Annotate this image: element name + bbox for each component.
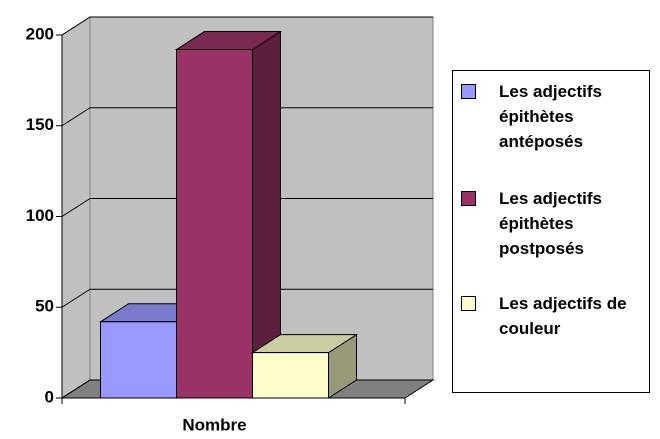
grid-line [61, 198, 91, 217]
legend-item: Les adjectifs épithètes postposés [461, 186, 643, 261]
bar [252, 352, 329, 399]
y-tick-label: 150 [26, 115, 54, 134]
bar [100, 321, 177, 399]
x-tick-label: Nombre [182, 415, 246, 434]
y-tick-label: 50 [35, 297, 54, 316]
legend-item: Les adjectifs épithètes antéposés [461, 79, 643, 154]
bar [176, 49, 253, 399]
legend: Les adjectifs épithètes antéposés Les adj… [452, 70, 650, 393]
legend-label: Les adjectifs épithètes antéposés [499, 82, 602, 151]
legend-swatch [461, 191, 476, 206]
grid-line [61, 379, 91, 399]
legend-label: Les adjectifs de couleur [499, 294, 627, 338]
grid-line [61, 288, 91, 308]
legend-swatch [461, 296, 476, 311]
grid-line [61, 16, 91, 36]
legend-item: Les adjectifs de couleur [461, 291, 643, 341]
y-tick-label: 0 [45, 387, 54, 406]
legend-swatch [461, 84, 476, 99]
legend-label: Les adjectifs épithètes postposés [499, 189, 602, 258]
y-tick-label: 200 [26, 24, 54, 43]
grid-line [61, 107, 91, 127]
y-tick-label: 100 [26, 206, 54, 225]
